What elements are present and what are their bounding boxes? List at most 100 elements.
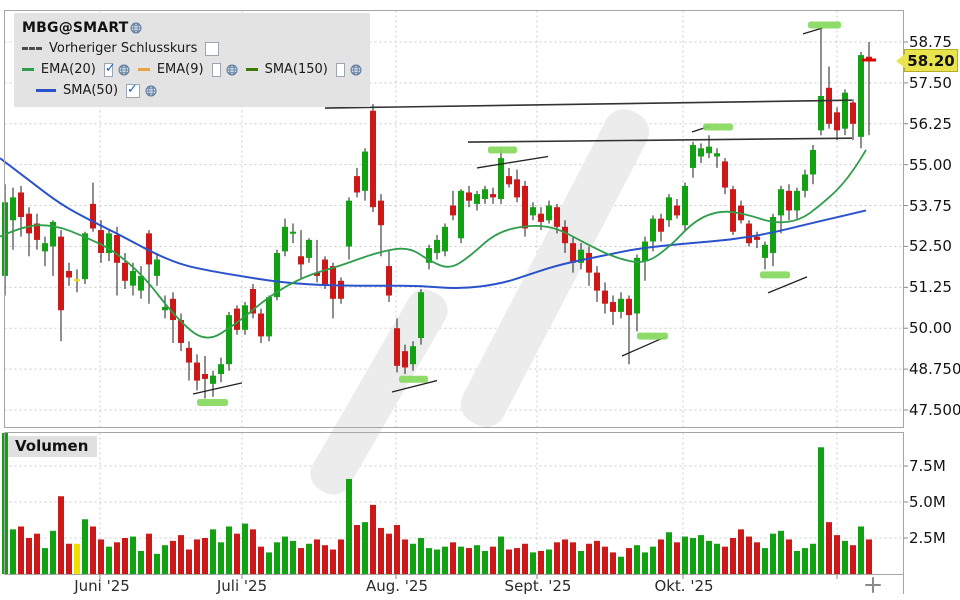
volume-bar (186, 549, 192, 574)
volume-bar (274, 542, 280, 574)
sma50-label: SMA(50) (63, 83, 119, 98)
sma150-checkbox[interactable] (335, 62, 345, 77)
trendline (391, 379, 438, 393)
candle (26, 207, 32, 257)
volume-bar (466, 548, 472, 574)
volume-bar (82, 519, 88, 574)
candle (42, 236, 48, 267)
main-panel-border (4, 10, 904, 428)
volume-bar (722, 546, 728, 574)
sma150-label: SMA(150) (264, 62, 328, 77)
candle (658, 213, 664, 242)
candle-body (554, 207, 560, 227)
candle-body (314, 272, 320, 276)
x-axis-label: Sept. '25 (504, 577, 572, 595)
candle-body (434, 239, 440, 253)
current-price-badge: 58.20 (896, 49, 958, 72)
trendline (621, 336, 666, 357)
globe-icon[interactable] (350, 64, 362, 76)
volume-bar (98, 539, 104, 574)
candle-body (610, 302, 616, 312)
candle (58, 230, 64, 342)
candle-body (642, 241, 648, 262)
globe-icon[interactable] (118, 64, 130, 76)
watermark (310, 109, 650, 495)
volume-bar (498, 536, 504, 574)
volume-bar (442, 546, 448, 574)
candle (482, 185, 488, 204)
ema9-checkbox[interactable] (211, 62, 221, 77)
candle (746, 220, 752, 247)
candle-body (426, 248, 432, 263)
candle-body (266, 297, 272, 337)
candle-body (138, 275, 144, 291)
candle-body (802, 174, 808, 191)
candle (674, 199, 680, 219)
sma150-line-swatch (245, 68, 258, 71)
candle-body (594, 272, 600, 291)
volume-bar (682, 536, 688, 574)
candle (362, 148, 368, 201)
candle (410, 341, 416, 371)
volume-bar (226, 526, 232, 574)
candle-body (170, 298, 176, 321)
candle (194, 354, 200, 391)
candle (314, 239, 320, 283)
volume-bar (378, 527, 384, 574)
candle-body (98, 230, 104, 253)
candle (138, 266, 144, 299)
price-axis-label: 55.00 (909, 155, 952, 174)
x-axis-label: Juli '25 (216, 577, 268, 595)
candle-body (506, 176, 512, 185)
candle-body (546, 205, 552, 221)
globe-icon[interactable] (145, 85, 157, 97)
candle-body (26, 213, 32, 234)
candle (370, 104, 376, 213)
candle (186, 341, 192, 381)
volume-bar (370, 504, 376, 574)
support-marker (637, 332, 668, 340)
candle (810, 145, 816, 185)
candle-body (282, 226, 288, 252)
candle (122, 252, 128, 289)
volume-bar (362, 522, 368, 574)
x-axis-label: Juni '25 (74, 577, 130, 595)
candle (466, 185, 472, 208)
candle (682, 182, 688, 231)
candle-body (306, 239, 312, 258)
candle (90, 182, 96, 232)
volume-bar (586, 543, 592, 574)
globe-icon[interactable] (130, 22, 142, 34)
ema20-checkbox[interactable] (103, 61, 116, 77)
candle (610, 295, 616, 325)
candle (834, 107, 840, 141)
legend-series-row-1: EMA(20) EMA(9) SMA(150) (22, 59, 364, 80)
candle (74, 269, 80, 293)
candle-body (106, 233, 112, 253)
prev-close-checkbox[interactable] (205, 41, 220, 56)
candle-body (122, 262, 128, 281)
candle (82, 231, 88, 285)
candle-body (394, 328, 400, 366)
globe-icon[interactable] (226, 64, 238, 76)
candle (34, 213, 40, 250)
volume-bar (154, 553, 160, 574)
candle-body (562, 226, 568, 244)
candle (434, 234, 440, 260)
sma50-checkbox[interactable] (126, 82, 141, 98)
candle-body (770, 217, 776, 253)
candle (346, 197, 352, 260)
volume-panel-border (4, 432, 904, 575)
candle (618, 292, 624, 319)
volume-bar (858, 526, 864, 574)
volume-bar (514, 548, 520, 574)
candle (146, 230, 152, 304)
candle (778, 185, 784, 234)
volume-bar (698, 535, 704, 574)
candle-body (258, 313, 264, 337)
candle (402, 344, 408, 375)
candle-body (410, 346, 416, 365)
candle (850, 99, 856, 141)
resistance-line (324, 99, 853, 109)
